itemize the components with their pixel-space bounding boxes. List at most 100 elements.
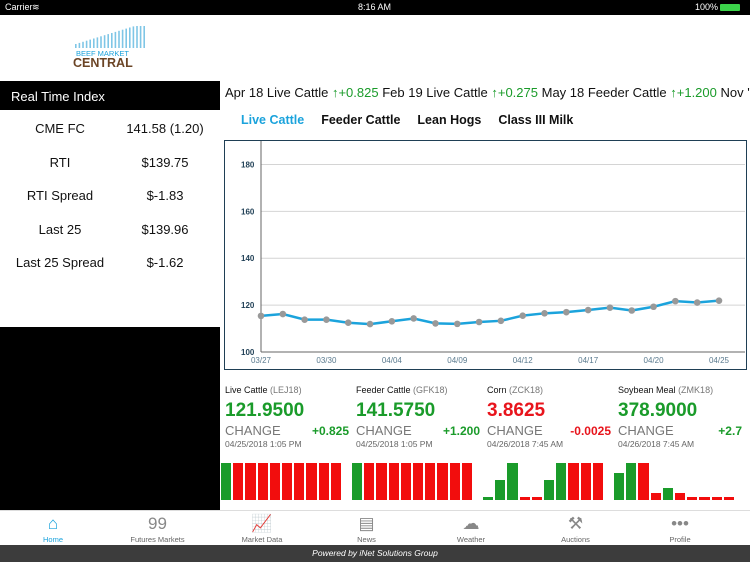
tab-lean-hogs[interactable]: Lean Hogs (417, 113, 482, 127)
carrier: Carrier (5, 2, 33, 12)
rti-label: Last 25 (38, 221, 82, 237)
quote-title: Live Cattle (225, 385, 268, 395)
logo-bar (103, 35, 106, 48)
weather-icon: ☁ (462, 514, 480, 533)
data-point (650, 303, 657, 311)
spark-bar (387, 462, 400, 500)
spark-bar (649, 491, 662, 500)
status-bar: Carrier ≋ 8:16 AM 100% (0, 0, 750, 15)
tab-weather[interactable]: ☁ Weather (421, 513, 521, 544)
quote-card[interactable]: Corn (ZCK18) 3.8625 CHANGE -0.0025 04/26/201… (487, 385, 617, 449)
clock: 8:16 AM (358, 2, 392, 12)
quote-symbol: (ZCK18) (509, 385, 544, 395)
commodity-tabs: Live Cattle Feeder Cattle Lean Hogs Class I… (241, 113, 590, 127)
spark-bar (305, 462, 318, 500)
logo-bar (114, 31, 117, 48)
tab-auctions[interactable]: ⚒ Auctions (526, 513, 626, 544)
rti-title: Real Time Index (0, 81, 220, 110)
x-tick-label: 03/27 (251, 356, 272, 365)
quote-change: +2.7 (718, 424, 742, 438)
spark-bar (351, 462, 364, 500)
gavel-icon: ⚒ (567, 514, 584, 533)
quote-change-row: CHANGE +2.7 (618, 423, 748, 438)
data-point (497, 317, 505, 325)
quote-card[interactable]: Live Cattle (LEJ18) 121.9500 CHANGE +0.825 0… (225, 385, 355, 449)
data-point (715, 297, 723, 304)
quote-card[interactable]: Soybean Meal (ZMK18) 378.9000 CHANGE +2.7 04… (618, 385, 748, 449)
spark-bar (482, 496, 495, 500)
logo-bar (136, 25, 138, 48)
tab-home[interactable]: ⌂ Home (3, 513, 103, 544)
quote-change: +0.825 (311, 424, 349, 438)
quote-date: 04/25/2018 1:05 PM (225, 439, 302, 449)
rti-label: CME FC (35, 121, 85, 136)
wifi-icon: ≋ (32, 2, 40, 12)
spark-bar (625, 462, 638, 500)
y-tick-label: 120 (241, 301, 255, 310)
quote-card[interactable]: Feeder Cattle (GFK18) 141.5750 CHANGE +1.20… (356, 385, 486, 449)
spark-bar (698, 496, 711, 500)
y-tick-label: 140 (241, 254, 255, 263)
spark-bar (567, 462, 580, 500)
quote-name: Live Cattle (LEJ18) (225, 385, 355, 395)
spark-bars (613, 462, 735, 500)
quote-change-row: CHANGE -0.0025 (487, 423, 617, 438)
spark-bars (482, 462, 604, 500)
logo-bar (82, 41, 84, 48)
ticker-marquee[interactable]: Apr 18 Live Cattle ↑+0.825 Feb 19 Live C… (225, 85, 750, 103)
rti-value: $-1.62 (146, 255, 184, 270)
tab-futures-markets[interactable]: 99 Futures Markets (108, 513, 208, 544)
quote-price: 141.5750 (356, 400, 436, 421)
logo-bar (85, 40, 88, 48)
tab-class-iii-milk[interactable]: Class III Milk (498, 113, 574, 127)
data-point (344, 319, 352, 326)
x-tick-label: 04/17 (578, 356, 599, 365)
spark-bar (591, 462, 604, 500)
spark-bar (543, 479, 556, 500)
logo-bar (125, 28, 127, 48)
tab-news[interactable]: ▤ News (317, 513, 417, 544)
ticker-change: +0.825 (338, 85, 379, 100)
spark-bar (256, 462, 269, 500)
rti-value: $-1.83 (146, 188, 184, 203)
quote-title: Soybean Meal (618, 385, 676, 395)
quote-title: Corn (487, 385, 507, 395)
logo-bar (93, 38, 95, 48)
more-icon: ••• (671, 514, 689, 533)
tab-market-data[interactable]: 📈 Market Data (212, 513, 312, 544)
quote-date: 04/26/2018 7:45 AM (487, 439, 564, 449)
rti-label: RTI Spread (26, 188, 94, 203)
spark-bar (448, 462, 461, 500)
ticker-change: +1.200 (676, 85, 717, 100)
arrow-up-icon: ↑ (331, 85, 339, 100)
quote-symbol: (GFK18) (413, 385, 448, 395)
y-tick-label: 100 (241, 348, 255, 357)
tab-profile[interactable]: ••• Profile (630, 513, 730, 544)
data-point (693, 299, 701, 306)
spark-bar (293, 462, 306, 500)
quote-name: Soybean Meal (ZMK18) (618, 385, 748, 395)
quote-price: 378.9000 (618, 400, 698, 421)
tab-feeder-cattle[interactable]: Feeder Cattle (321, 113, 401, 127)
data-point (366, 320, 374, 328)
spark-bars (220, 462, 342, 500)
rti-value: $139.96 (141, 221, 189, 237)
spark-bar (436, 462, 449, 500)
tab-label: Market Data (241, 535, 283, 544)
spark-bar (579, 462, 592, 500)
spark-bar (460, 462, 473, 500)
spark-bar (232, 462, 245, 500)
spark-bar (317, 462, 330, 500)
data-point (432, 320, 439, 327)
logo-bar (111, 33, 113, 48)
tab-live-cattle[interactable]: Live Cattle (241, 113, 305, 127)
spark-bar (494, 479, 507, 500)
spark-bar (613, 471, 626, 500)
ticker-name: Nov ' (720, 85, 750, 100)
logo-line1: BEEF MARKET (76, 49, 129, 58)
spark-bar (530, 496, 543, 500)
battery-percent: 100% (695, 2, 719, 12)
logo-bar (75, 44, 77, 48)
logo-bar (96, 37, 99, 48)
ticker-name: May 18 Feeder Cattle (541, 85, 667, 100)
